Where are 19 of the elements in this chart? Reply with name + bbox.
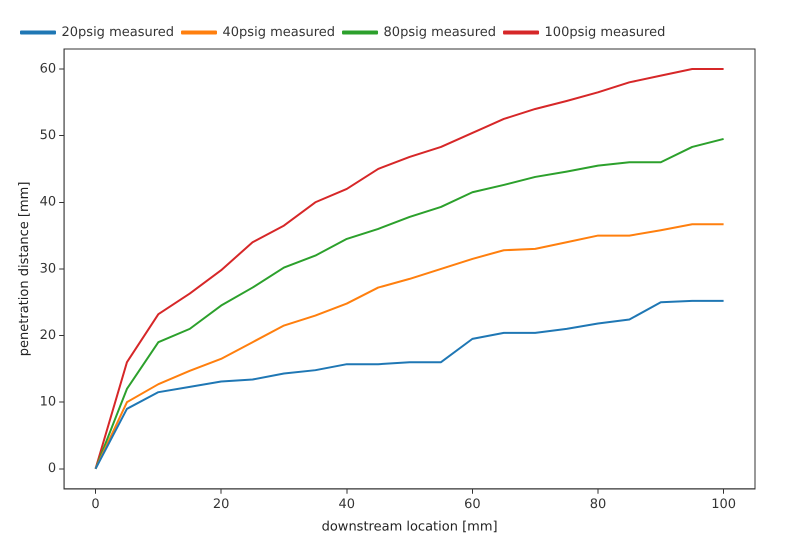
x-tick-label: 80 — [590, 496, 606, 512]
legend-label: 40psig measured — [222, 24, 336, 40]
y-tick-label: 40 — [40, 194, 56, 210]
x-tick-label: 100 — [711, 496, 736, 512]
y-tick-label: 0 — [48, 461, 56, 476]
y-tick-label: 10 — [40, 394, 56, 410]
legend-label: 100psig measured — [544, 24, 666, 40]
legend-label: 20psig measured — [62, 24, 174, 40]
x-tick-label: 0 — [91, 496, 100, 512]
x-axis-title: downstream location [mm] — [322, 520, 498, 535]
x-tick-label: 40 — [338, 496, 356, 512]
y-tick-label: 20 — [40, 328, 56, 343]
y-tick-label: 30 — [40, 261, 56, 276]
y-axis-title: penetration distance [mm] — [17, 182, 32, 356]
x-tick-label: 60 — [464, 496, 481, 512]
x-tick-label: 20 — [212, 496, 230, 512]
y-tick-label: 50 — [40, 128, 56, 143]
legend-label: 80psig measured — [384, 24, 496, 40]
y-tick-label: 60 — [40, 61, 56, 76]
